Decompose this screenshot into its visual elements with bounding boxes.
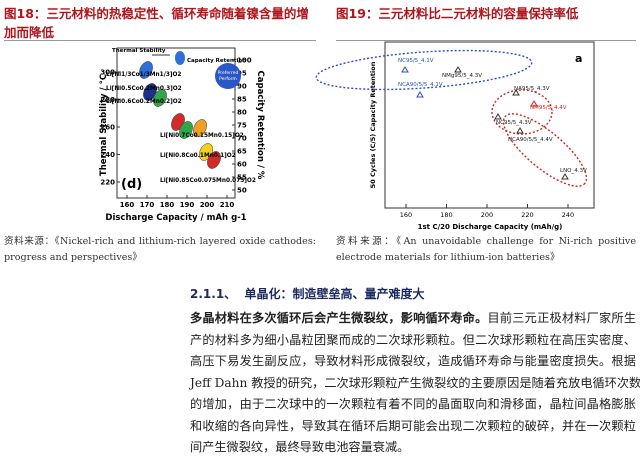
point-label: NMg95/5_4.3V xyxy=(442,73,482,79)
point-marker xyxy=(416,91,424,98)
text-line: 多晶材料在多次循环后会产生微裂纹，影响循环寿命。目前三元正极材料厂家所生 xyxy=(190,308,636,330)
material-label: Li[Ni1/3Co1/3Mn1/3]O2 xyxy=(106,72,181,78)
body-text: Jeff Dahn 教授的研究，二次球形颗粒产生微裂纹的主要原因是随着充放电循环… xyxy=(190,375,640,390)
figure-caption: 图19：三元材料比二元材料的容量保持率低 xyxy=(336,6,579,21)
y2-tick-label: 100 xyxy=(237,57,252,65)
panel-label: (d) xyxy=(121,177,142,192)
y2-tick-label: 70 xyxy=(237,135,247,143)
x-tick-label: 210 xyxy=(220,201,235,209)
body-text: 间产生微裂纹，最终导致电池容量衰减。 xyxy=(190,440,410,454)
x-axis-label: 1st C/20 Discharge Capacity (mAh/g) xyxy=(418,223,563,231)
lead-text: 多晶材料在多次循环后会产生微裂纹，影响循环寿命。 xyxy=(190,311,488,325)
text-line: 的增加，由于二次球中的一次颗粒有着不同的晶面取向和滑移面，晶粒间晶格膨胀 xyxy=(190,394,636,416)
figure-source: 资料来源：《An unavoidable challenge for Ni-ri… xyxy=(336,236,636,263)
y2-tick-label: 80 xyxy=(237,109,247,117)
group-outline xyxy=(315,49,533,91)
plot-frame xyxy=(384,41,595,209)
y2-tick-label: 85 xyxy=(237,96,247,104)
plot-frame xyxy=(116,47,236,199)
body-text: 高压下易发生副反应，导致材料形成微裂纹，造成循环寿命与能量密度损失。根据 xyxy=(190,354,636,368)
divider xyxy=(336,40,636,41)
x-tick-label: 180 xyxy=(160,201,175,209)
material-label: Li[Ni0.8Co0.1Mn0.1]O2 xyxy=(160,153,236,159)
y2-tick-label: 55 xyxy=(237,174,247,182)
point-marker xyxy=(530,100,538,107)
y2-tick-label: 60 xyxy=(237,161,247,169)
y-tick-label: 280 xyxy=(100,96,115,104)
material-label: Li[Ni0.6Co0.2Mn0.2]O2 xyxy=(106,99,182,105)
point-marker xyxy=(512,89,520,96)
y2-tick-label: 65 xyxy=(237,148,247,156)
badge-label: Perform xyxy=(219,76,237,82)
text-line: Jeff Dahn 教授的研究，二次球形颗粒产生微裂纹的主要原因是随着充放电循环… xyxy=(190,373,640,395)
x-tick-label: 160 xyxy=(120,201,135,209)
text-line: 高压下易发生副反应，导致材料形成微裂纹，造成循环寿命与能量密度损失。根据 xyxy=(190,351,636,373)
point-marker xyxy=(454,66,462,73)
marker xyxy=(207,151,221,169)
page: 图18：三元材料的热稳定性、循环寿命随着镍含量的增加而降低 图19：三元材料比二… xyxy=(4,6,640,454)
point-label: NA95/5_4.3V xyxy=(514,86,550,92)
figures: 160 170 180 190 200 210 220 240 260 280 300 50 55 60 6… xyxy=(99,41,595,231)
marker xyxy=(153,89,167,107)
point-label: NCA90/5/5_4.1V xyxy=(398,82,443,88)
legend-label: Capacity Retention xyxy=(187,58,246,64)
x-tick-label: 240 xyxy=(562,211,574,219)
point-label: NC95/5_4.1V xyxy=(398,58,434,64)
y2-tick-label: 50 xyxy=(237,187,247,195)
material-label: Li[Ni0.85Co0.075Mn0.075]O2 xyxy=(160,178,256,184)
panel-label: a xyxy=(575,52,582,65)
y-axis-label: Thermal Stability / °C xyxy=(99,74,109,176)
badge-label: Preferred xyxy=(218,70,239,76)
y-axis-label: 50 Cycles (C/5) Capacity Retention xyxy=(369,61,377,188)
x-axis-label: Discharge Capacity / mAh g-1 xyxy=(105,213,246,223)
y-tick-label: 300 xyxy=(100,69,115,77)
body-text: 产的材料多为细小晶粒团聚而成的二次球形颗粒。但二次球形颗粒在高压实密度、 xyxy=(190,332,636,347)
figure-caption: 图18：三元材料的热稳定性、循环寿命随着镍含量的增加而降低 xyxy=(4,6,309,40)
section-number: 2.1.1、 xyxy=(190,287,237,301)
marker xyxy=(179,121,193,139)
y-tick-label: 260 xyxy=(100,124,115,132)
body-text: 目前三元正极材料厂家所生 xyxy=(487,311,637,325)
legend-marker xyxy=(175,51,185,65)
section-title: 单晶化：制造壁垒高、量产难度大 xyxy=(244,287,425,301)
group-outline xyxy=(502,113,588,187)
point-marker xyxy=(494,113,502,120)
x-tick-label: 220 xyxy=(521,211,533,219)
point-label: NC95/5_4.3V xyxy=(496,120,532,126)
material-label: Li[Ni0.7Co0.15Mn0.15]O2 xyxy=(160,133,244,139)
section-heading: 2.1.1、 单晶化：制造壁垒高、量产难度大 xyxy=(190,285,425,302)
body-text: 和收缩的各向异性，导致其在循环后期可能会出现二次颗粒的破碎，并在一次颗粒 xyxy=(190,418,636,433)
group-outline xyxy=(491,89,553,135)
text-line: 和收缩的各向异性，导致其在循环后期可能会出现二次颗粒的破碎，并在一次颗粒 xyxy=(190,416,636,438)
legend-label: Thermal Stability xyxy=(112,48,166,54)
y2-tick-label: 95 xyxy=(237,70,247,78)
point-marker xyxy=(516,127,524,134)
body-text: 的增加，由于二次球中的一次颗粒有着不同的晶面取向和滑移面，晶粒间晶格膨胀 xyxy=(190,397,636,411)
x-tick-label: 180 xyxy=(440,211,452,219)
y2-tick-label: 75 xyxy=(237,122,247,130)
x-tick-label: 200 xyxy=(481,211,493,219)
badge xyxy=(215,63,241,89)
figure-source: 资料来源：《Nickel-rich and lithium-rich layer… xyxy=(4,236,316,263)
paragraph: 多晶材料在多次循环后会产生微裂纹，影响循环寿命。目前三元正极材料厂家所生产的材料… xyxy=(190,308,640,459)
y2-tick-label: 90 xyxy=(237,83,247,91)
y-tick-label: 240 xyxy=(100,151,115,159)
x-tick-label: 170 xyxy=(140,201,155,209)
point-label: LNO_4.3V xyxy=(560,168,587,174)
x-tick-label: 160 xyxy=(400,211,412,219)
point-marker xyxy=(561,173,569,180)
marker xyxy=(139,61,153,79)
material-label: Li[Ni0.5Co0.2Mn0.3]O2 xyxy=(106,86,182,92)
y2-axis-label: Capacity Retention / % xyxy=(255,71,265,180)
marker xyxy=(193,119,207,137)
divider xyxy=(4,40,316,41)
text-line: 间产生微裂纹，最终导致电池容量衰减。 xyxy=(190,437,636,459)
point-label: NCA90/5/5_4.4V xyxy=(508,137,553,143)
y-tick-label: 220 xyxy=(100,179,115,187)
x-tick-label: 190 xyxy=(180,201,195,209)
x-tick-label: 200 xyxy=(200,201,215,209)
point-label: NM95/5_4.4V xyxy=(530,105,567,111)
point-marker xyxy=(401,66,409,73)
text-line: 产的材料多为细小晶粒团聚而成的二次球形颗粒。但二次球形颗粒在高压实密度、 xyxy=(190,330,636,352)
